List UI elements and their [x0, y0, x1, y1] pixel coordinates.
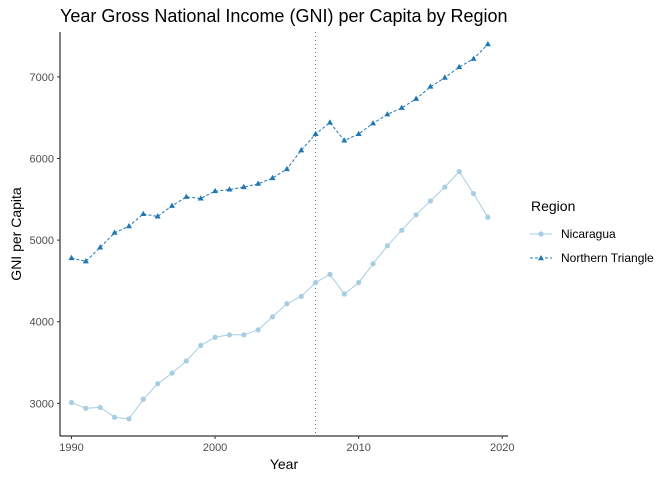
x-tick-label: 1990: [59, 442, 83, 454]
legend-label: Nicaragua: [561, 227, 616, 241]
data-point: [125, 222, 132, 229]
data-point: [283, 165, 290, 172]
data-point: [484, 40, 491, 47]
data-point: [413, 212, 419, 218]
data-point: [240, 183, 247, 190]
data-point: [384, 111, 391, 117]
data-point: [226, 332, 233, 338]
data-point: [427, 83, 434, 89]
chart-title: Year Gross National Income (GNI) per Cap…: [60, 6, 508, 26]
y-tick-label: 7000: [30, 72, 54, 84]
x-axis-title: Year: [270, 456, 299, 472]
data-point: [312, 279, 319, 286]
data-point: [212, 334, 218, 340]
data-point: [154, 213, 161, 219]
data-point: [197, 195, 204, 201]
data-point: [82, 258, 89, 264]
legend-key-northern-triangle: [530, 255, 552, 261]
legend-label: Northern Triangle: [561, 251, 654, 265]
y-tick-label: 3000: [30, 398, 54, 410]
data-point: [312, 130, 319, 137]
legend-item-northern-triangle: Northern Triangle: [527, 248, 672, 268]
data-point: [169, 370, 175, 376]
series-line-1: [71, 43, 489, 262]
data-point: [442, 184, 448, 190]
data-point: [356, 279, 362, 286]
data-point: [399, 227, 405, 233]
data-point: [427, 198, 434, 204]
data-point: [470, 191, 477, 197]
data-point: [441, 74, 448, 80]
data-point: [97, 244, 104, 250]
data-point: [341, 137, 348, 143]
data-point: [327, 271, 333, 277]
data-point: [126, 416, 132, 422]
data-point: [111, 229, 118, 235]
data-point: [198, 342, 204, 349]
data-point: [140, 210, 147, 217]
data-point: [269, 314, 276, 320]
data-point: [68, 254, 75, 261]
data-point: [255, 180, 262, 186]
data-point: [298, 147, 305, 153]
data-point: [456, 168, 462, 175]
y-tick-label: 4000: [30, 317, 54, 329]
data-point: [68, 399, 75, 406]
data-point: [284, 301, 290, 307]
data-point: [341, 291, 347, 297]
data-point: [226, 186, 233, 192]
data-point: [355, 130, 362, 137]
data-point: [183, 358, 189, 364]
data-point: [485, 214, 491, 220]
data-point: [241, 332, 247, 338]
data-point: [398, 104, 405, 110]
y-tick-label: 5000: [30, 235, 54, 247]
data-point: [169, 202, 175, 208]
data-point: [370, 261, 376, 267]
series-line-0: [71, 170, 489, 420]
data-point: [212, 187, 219, 194]
data-point: [413, 95, 420, 101]
legend-item-nicaragua: Nicaragua: [527, 224, 672, 244]
data-point: [97, 404, 103, 411]
data-point: [183, 193, 190, 199]
data-point: [140, 396, 146, 402]
legend-title: Region: [531, 198, 576, 214]
y-tick-label: 6000: [30, 154, 54, 166]
data-point: [456, 63, 463, 70]
x-tick-label: 2010: [346, 442, 370, 454]
data-point: [326, 119, 333, 125]
data-point: [155, 381, 161, 387]
x-tick-label: 2020: [490, 442, 514, 454]
data-point: [298, 293, 304, 300]
x-tick-label: 2000: [203, 442, 227, 454]
legend-key-nicaragua: [530, 231, 552, 237]
data-point: [470, 55, 477, 61]
data-point: [255, 327, 261, 333]
y-axis-title: GNI per Capita: [8, 187, 24, 281]
data-point: [269, 174, 276, 181]
data-point: [83, 405, 89, 411]
data-point: [384, 243, 390, 249]
data-point: [111, 414, 118, 420]
data-point: [370, 120, 377, 126]
